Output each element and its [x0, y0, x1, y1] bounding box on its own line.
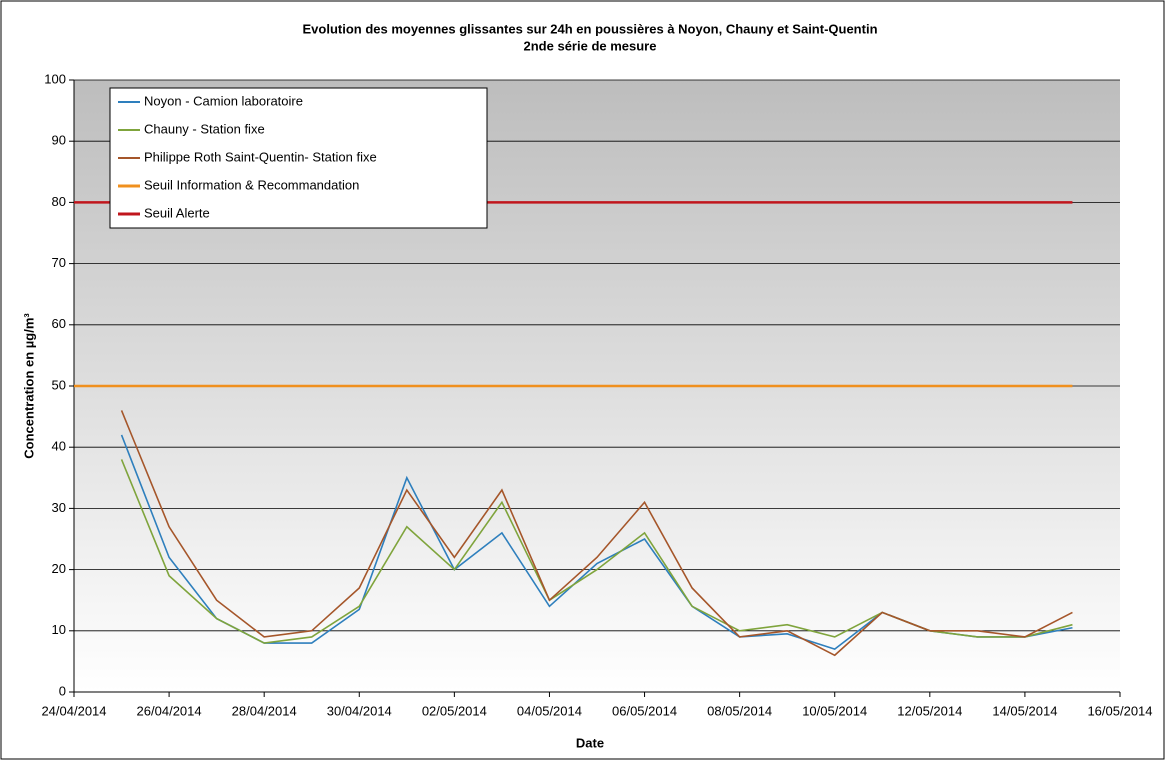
y-axis-label: Concentration en µg/m³: [21, 313, 36, 459]
x-tick-label: 02/05/2014: [422, 703, 487, 718]
legend-label: Philippe Roth Saint-Quentin- Station fix…: [144, 149, 377, 164]
chart-subtitle: 2nde série de mesure: [524, 38, 657, 53]
legend-label: Seuil Information & Recommandation: [144, 177, 359, 192]
x-tick-label: 16/05/2014: [1087, 703, 1152, 718]
x-tick-label: 04/05/2014: [517, 703, 582, 718]
y-tick-label: 60: [52, 316, 66, 331]
y-tick-label: 90: [52, 133, 66, 148]
y-tick-label: 100: [44, 71, 66, 86]
y-tick-label: 10: [52, 622, 66, 637]
legend-label: Chauny - Station fixe: [144, 121, 265, 136]
legend-label: Seuil Alerte: [144, 205, 210, 220]
legend-box: [109, 87, 488, 229]
x-tick-label: 10/05/2014: [802, 703, 867, 718]
x-axis-label: Date: [576, 735, 604, 750]
x-tick-label: 24/04/2014: [41, 703, 106, 718]
legend-label: Noyon - Camion laboratoire: [144, 93, 303, 108]
x-tick-label: 28/04/2014: [232, 703, 297, 718]
x-tick-label: 14/05/2014: [992, 703, 1057, 718]
y-tick-label: 50: [52, 377, 66, 392]
y-tick-label: 40: [52, 439, 66, 454]
x-tick-label: 30/04/2014: [327, 703, 392, 718]
series-line: [120, 410, 1073, 657]
y-tick-label: 80: [52, 194, 66, 209]
y-tick-label: 0: [59, 683, 66, 698]
x-tick-label: 26/04/2014: [137, 703, 202, 718]
x-tick-label: 12/05/2014: [897, 703, 962, 718]
y-tick-label: 20: [52, 561, 66, 576]
y-tick-label: 70: [52, 255, 66, 270]
x-tick-label: 08/05/2014: [707, 703, 772, 718]
y-tick-label: 30: [52, 500, 66, 515]
x-tick-label: 06/05/2014: [612, 703, 677, 718]
chart-title: Evolution des moyennes glissantes sur 24…: [302, 21, 877, 36]
